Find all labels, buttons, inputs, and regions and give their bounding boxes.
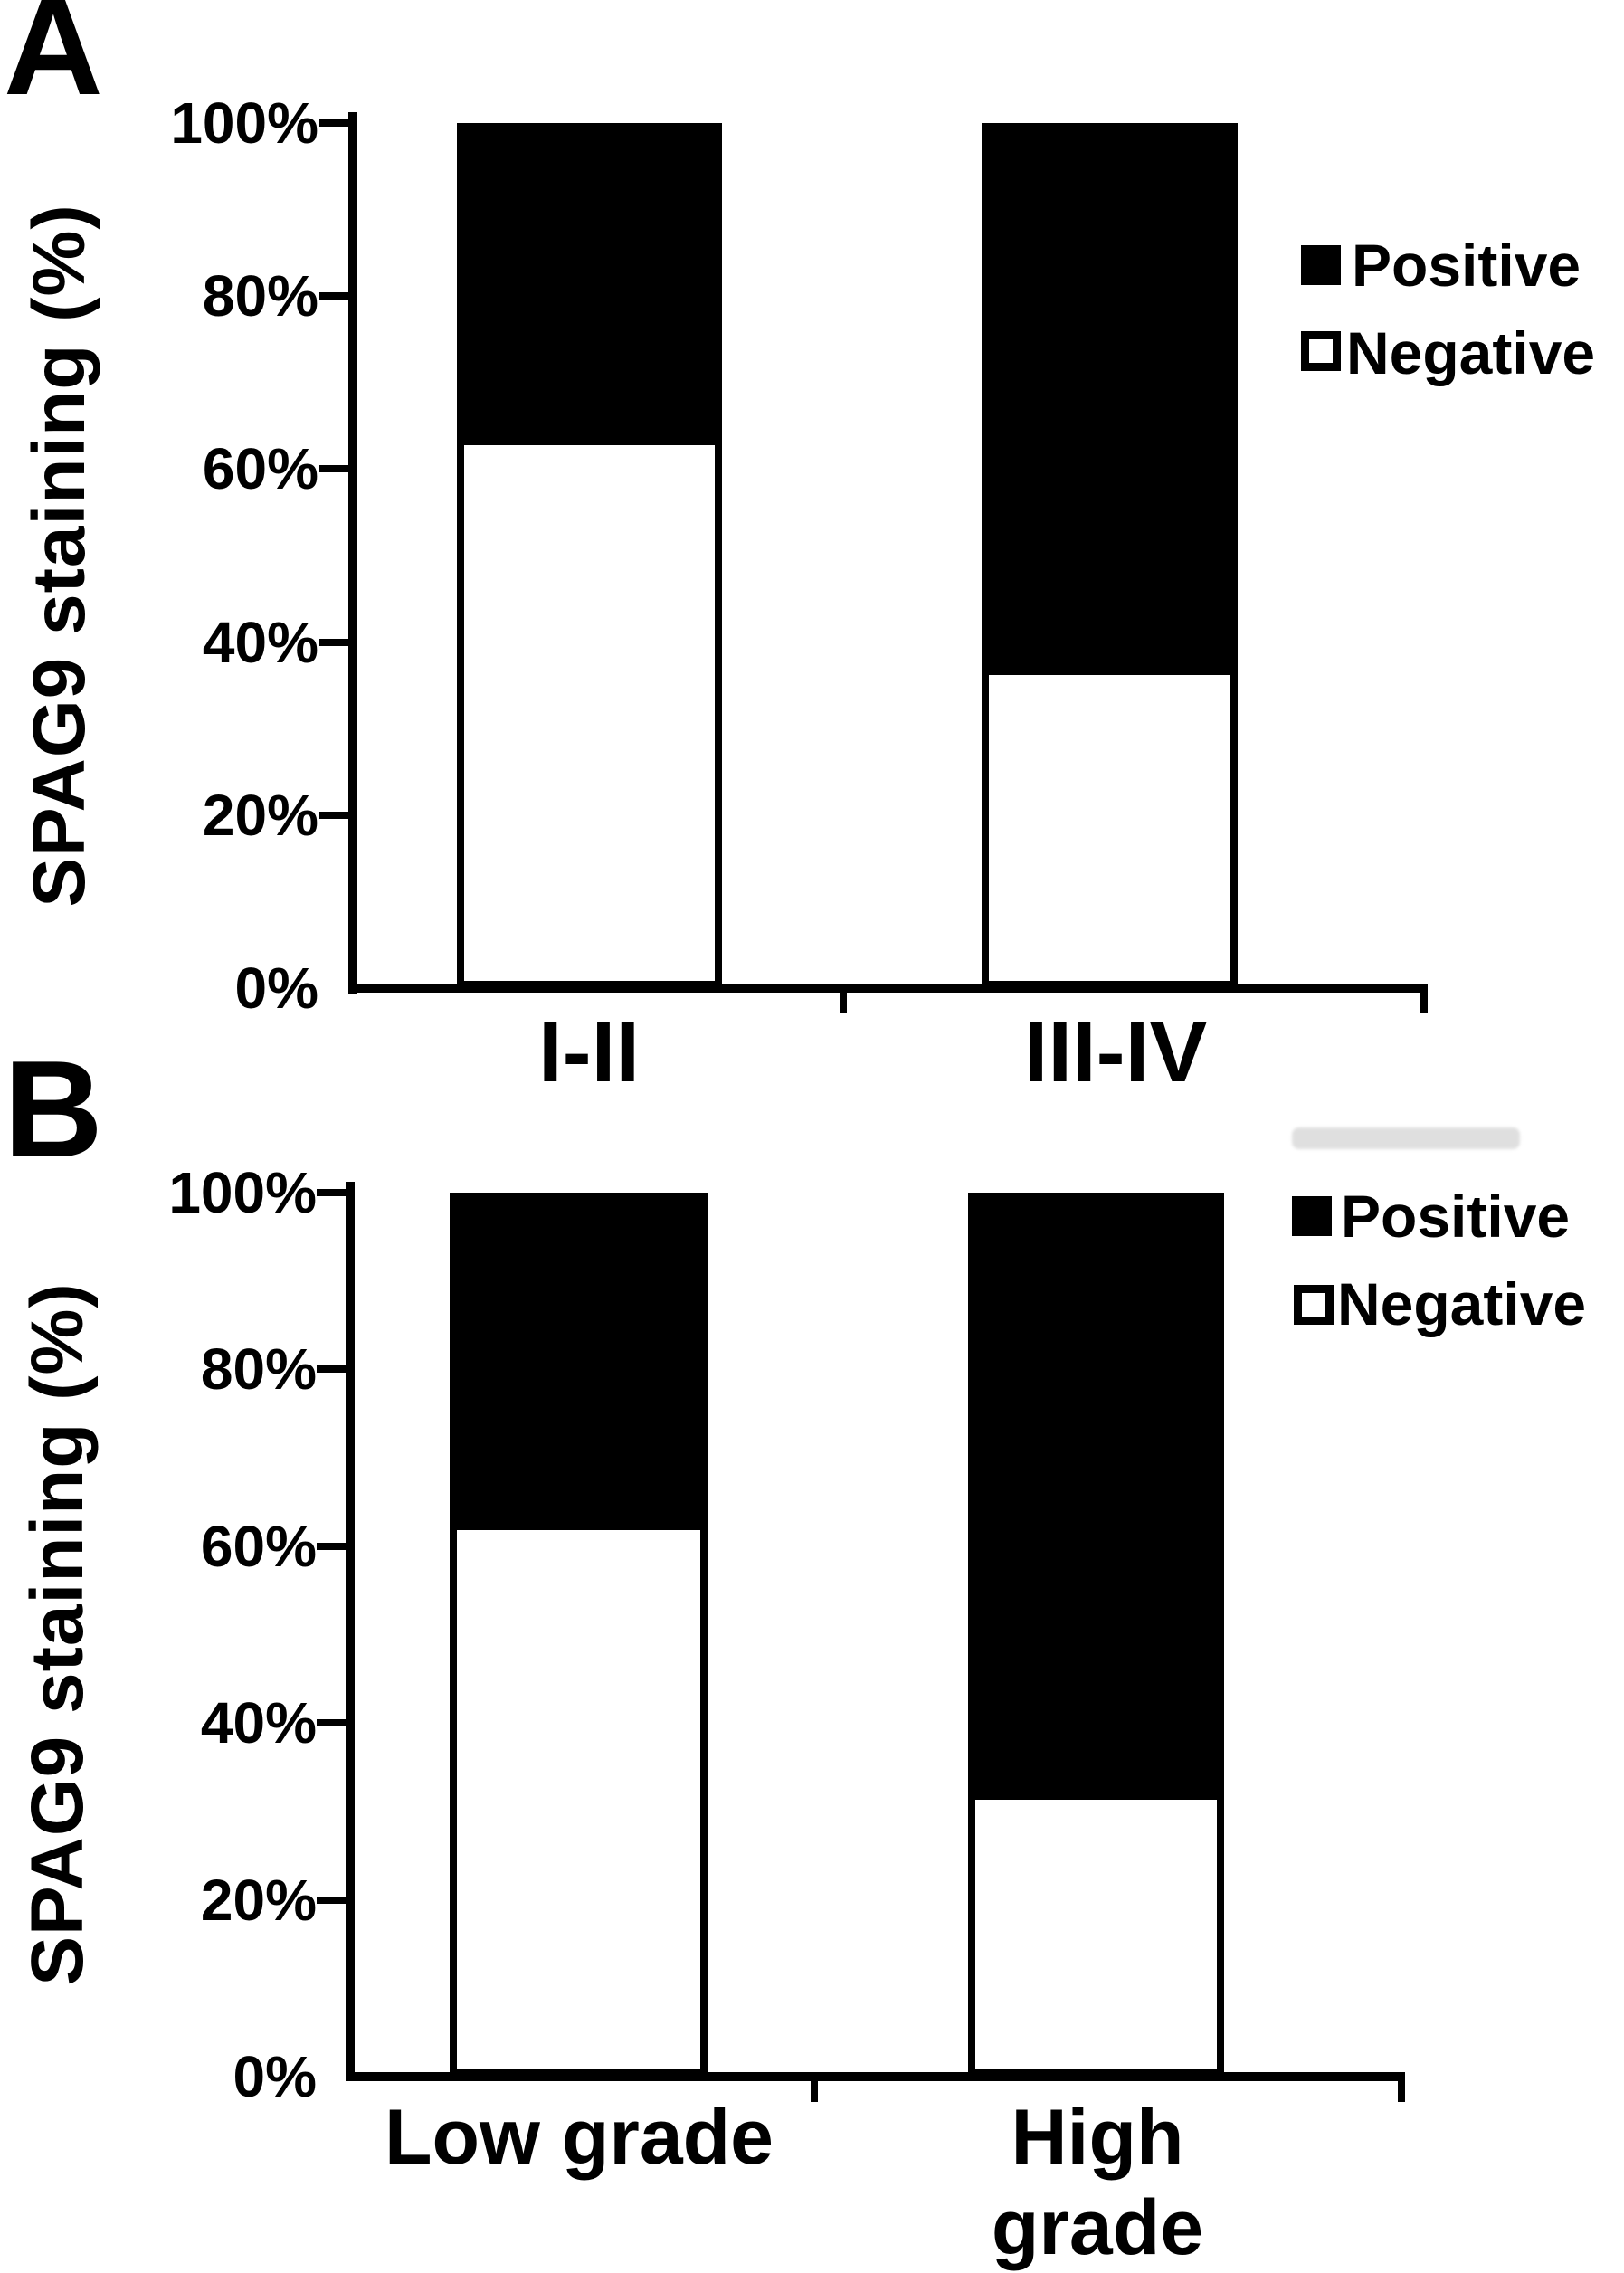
panel-a: A SPAG9 staining (%) 100% 80% 60% 40% 20… bbox=[0, 0, 1624, 1100]
panel-a-category-iii-iv: III-IV bbox=[1023, 1003, 1208, 1100]
bar-segment-positive bbox=[975, 1200, 1217, 1801]
panel-a-letter: A bbox=[4, 0, 103, 124]
panel-a-ytick-mark bbox=[319, 292, 349, 300]
panel-a-ytick-80: 80% bbox=[202, 263, 318, 328]
panel-b-ytick-mark bbox=[317, 1189, 347, 1196]
positive-swatch-icon bbox=[1292, 1196, 1332, 1236]
bar-stage-i-ii bbox=[457, 123, 722, 988]
bar-stage-iii-iv bbox=[982, 123, 1238, 988]
panel-a-ytick-mark bbox=[319, 465, 349, 472]
panel-a-x-axis-mid-tick bbox=[840, 988, 847, 1013]
negative-swatch-icon bbox=[1294, 1285, 1334, 1325]
bar-low-grade bbox=[450, 1193, 708, 2077]
panel-b-legend-positive: Positive bbox=[1341, 1183, 1571, 1250]
panel-b-ytick-0: 0% bbox=[233, 2044, 318, 2109]
bar-segment-negative bbox=[464, 444, 715, 981]
panel-b-y-axis bbox=[346, 1182, 355, 2081]
panel-b-x-axis-mid-tick bbox=[811, 2077, 818, 2102]
panel-b-ytick-mark bbox=[317, 1543, 347, 1550]
panel-a-ytick-0: 0% bbox=[234, 956, 319, 1021]
panel-a-ytick-100: 100% bbox=[170, 90, 318, 156]
panel-a-ytick-20: 20% bbox=[202, 783, 318, 848]
panel-b-letter: B bbox=[4, 1032, 103, 1186]
bar-segment-negative bbox=[457, 1530, 700, 2069]
panel-a-y-axis bbox=[348, 112, 357, 994]
panel-a-ytick-60: 60% bbox=[202, 436, 318, 501]
bar-segment-positive bbox=[464, 130, 715, 445]
panel-a-category-i-ii: I-II bbox=[538, 1003, 640, 1100]
panel-b-x-axis bbox=[346, 2072, 1405, 2081]
bar-segment-positive bbox=[989, 130, 1230, 675]
panel-a-y-axis-title: SPAG9 staining (%) bbox=[18, 204, 100, 908]
panel-b-ytick-mark bbox=[317, 1365, 347, 1373]
panel-a-x-axis bbox=[348, 984, 1428, 993]
gray-print-artifact bbox=[1292, 1127, 1520, 1149]
bar-segment-positive bbox=[457, 1200, 700, 1531]
panel-b-x-axis-end-tick bbox=[1398, 2077, 1405, 2102]
panel-b: B SPAG9 staining (%) 100% 80% 60% 40% 20… bbox=[0, 1032, 1624, 2271]
negative-swatch-icon bbox=[1301, 331, 1341, 371]
positive-swatch-icon bbox=[1301, 245, 1341, 285]
panel-b-legend-negative: Negative bbox=[1337, 1270, 1587, 1337]
panel-b-category-low-grade: Low grade bbox=[384, 2094, 774, 2181]
panel-a-legend-negative: Negative bbox=[1346, 319, 1596, 386]
panel-a-x-axis-end-tick bbox=[1420, 988, 1428, 1013]
bar-high-grade bbox=[968, 1193, 1224, 2077]
panel-a-ytick-mark bbox=[319, 119, 349, 127]
panel-a-ytick-mark bbox=[319, 639, 349, 646]
panel-b-ytick-100: 100% bbox=[168, 1160, 317, 1225]
bar-segment-negative bbox=[975, 1800, 1217, 2069]
panel-b-ytick-80: 80% bbox=[200, 1336, 317, 1402]
panel-a-ytick-mark bbox=[319, 812, 349, 819]
panel-a-ytick-40: 40% bbox=[202, 610, 318, 675]
panel-b-ytick-60: 60% bbox=[200, 1514, 317, 1579]
panel-b-ytick-mark bbox=[317, 1897, 347, 1904]
panel-b-y-axis-title: SPAG9 staining (%) bbox=[16, 1282, 99, 1986]
panel-b-ytick-20: 20% bbox=[200, 1868, 317, 1933]
panel-a-legend-positive: Positive bbox=[1352, 232, 1581, 299]
bar-segment-negative bbox=[989, 674, 1230, 981]
panel-b-category-high-grade: High grade bbox=[991, 2094, 1204, 2271]
panel-b-ytick-40: 40% bbox=[200, 1690, 317, 1755]
panel-b-ytick-mark bbox=[317, 1719, 347, 1726]
